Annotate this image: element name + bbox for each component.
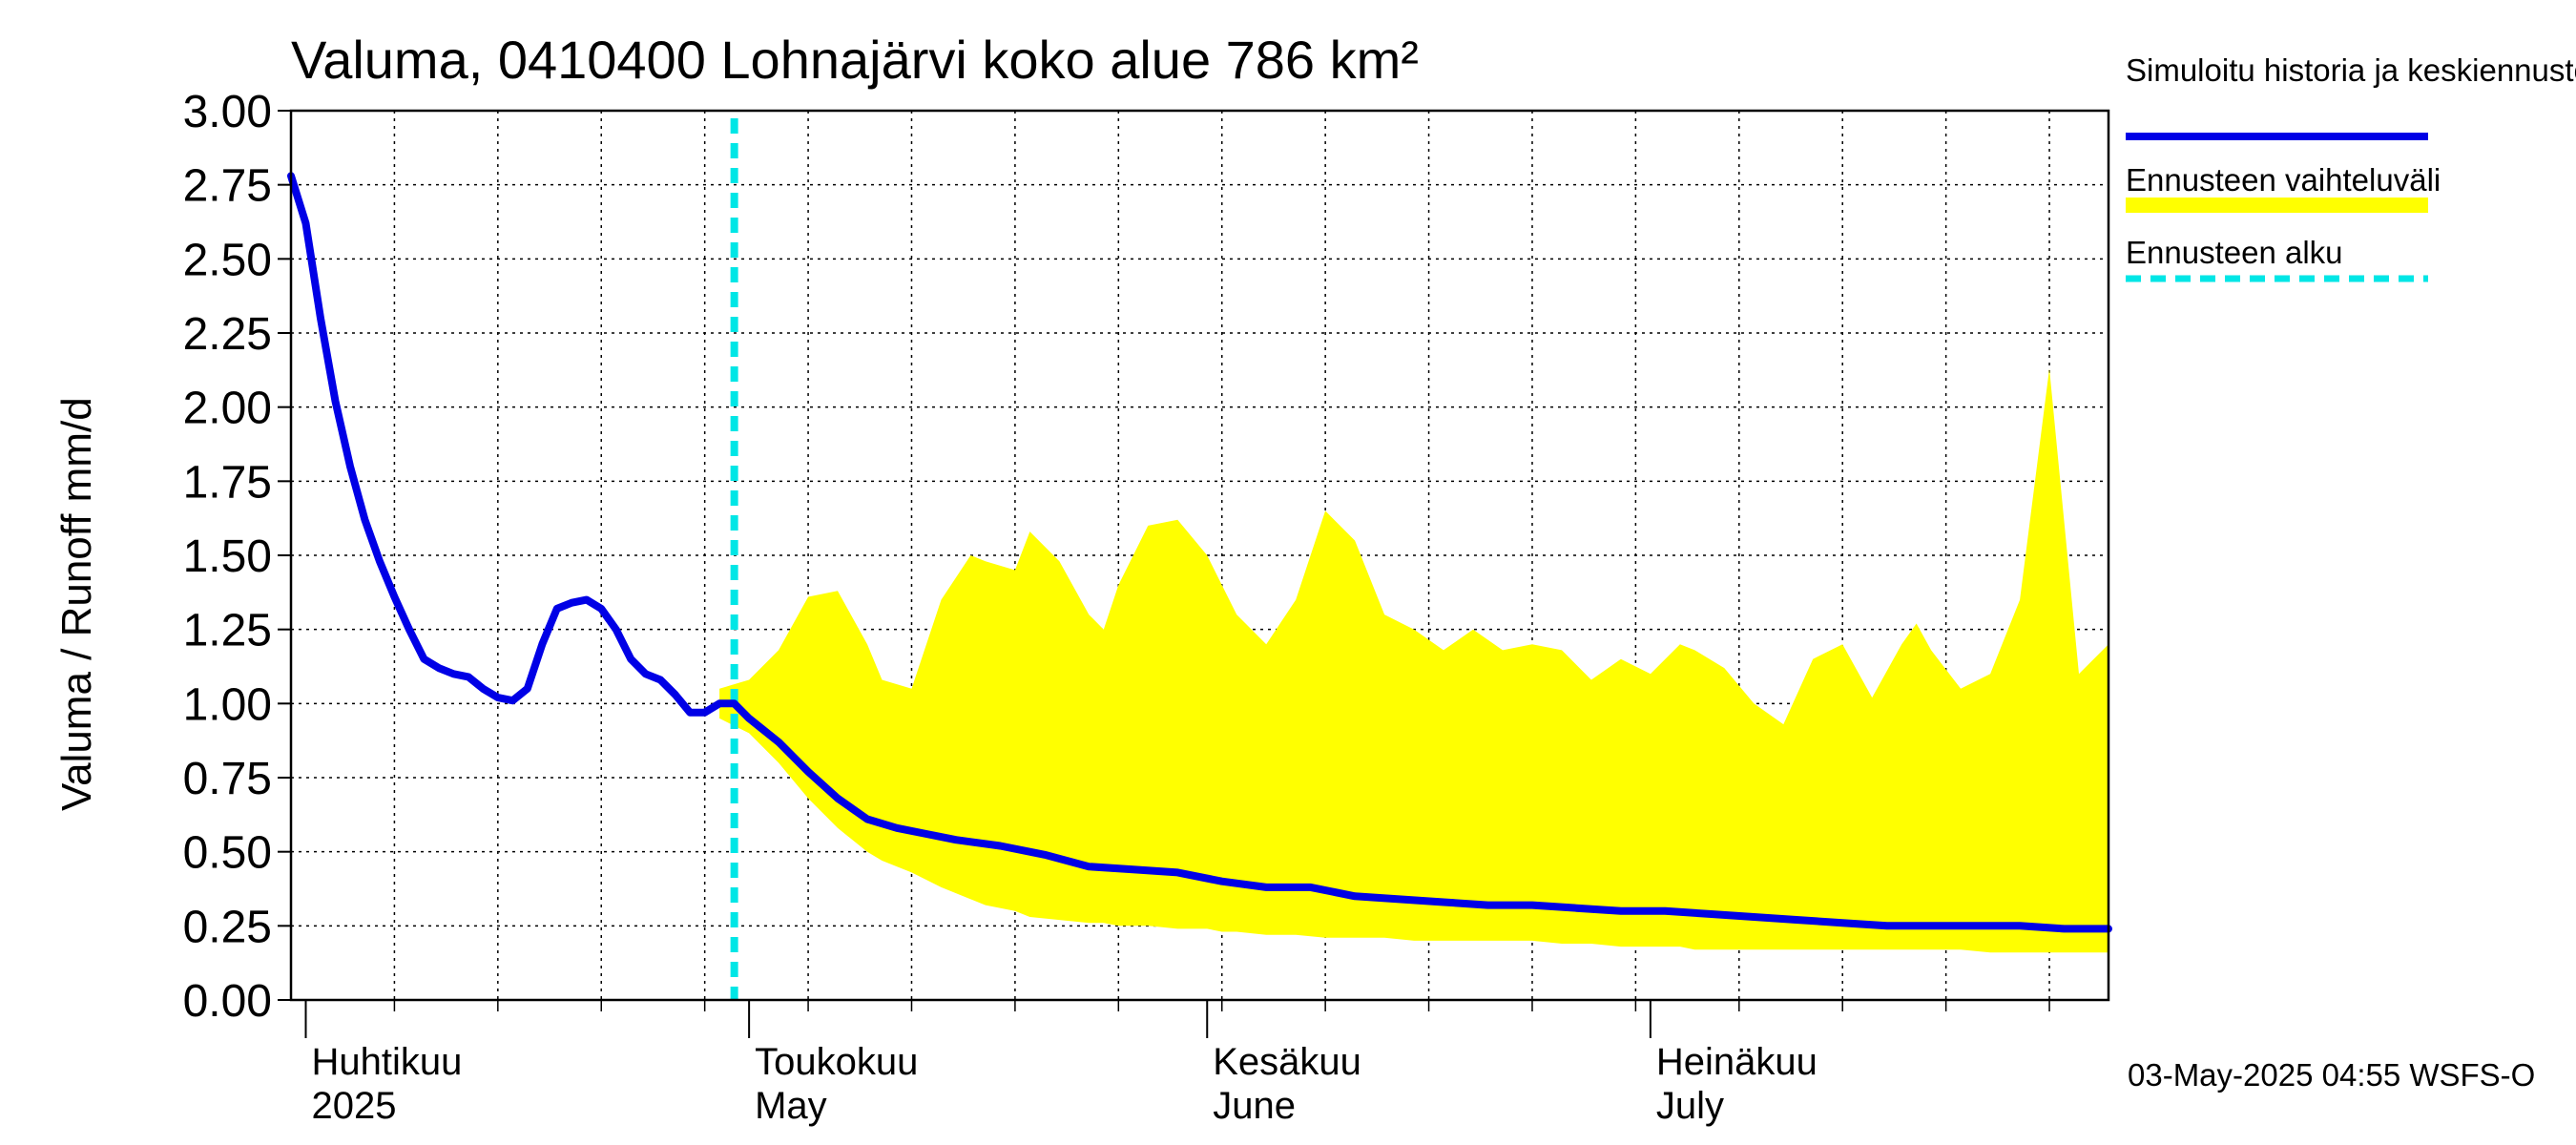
month-label-en: July [1655,1085,1725,1127]
plot-frame [289,109,2110,1002]
month-label-fi: Huhtikuu [311,1041,463,1083]
legend-label-simulated: Simuloitu historia ja keskiennuste [2126,52,2576,88]
month-label: Huhtikuu 2025 [311,1040,462,1128]
timestamp-label: 03-May-2025 04:55 WSFS-O [2128,1057,2536,1093]
y-tick-label: 2.25 [183,309,272,360]
month-label-en: May [755,1085,827,1127]
month-label: Kesäkuu June [1213,1040,1361,1128]
y-tick-label: 1.00 [183,679,272,730]
legend-label-forecast-start: Ennusteen alku [2126,235,2343,270]
legend-label-forecast-range: Ennusteen vaihteluväli [2126,162,2441,198]
axes-frame [278,109,2110,1038]
y-tick-label: 2.75 [183,161,272,212]
y-tick-label: 3.00 [183,87,272,137]
month-label-fi: Heinäkuu [1655,1041,1818,1083]
y-axis-label: Valuma / Runoff mm/d [53,397,100,811]
month-label: Toukokuu May [755,1040,918,1128]
y-tick-label: 2.00 [183,384,272,434]
month-label-fi: Kesäkuu [1213,1041,1361,1083]
month-label: Heinäkuu July [1656,1040,1818,1128]
y-tick-label: 0.00 [183,976,272,1027]
y-tick-label: 1.75 [183,457,272,508]
simulated-runoff-layer [287,118,2112,1000]
y-tick-label: 0.25 [183,902,272,952]
month-label-fi: Toukokuu [755,1041,919,1083]
y-tick-label: 0.75 [183,754,272,804]
y-tick-label: 1.25 [183,606,272,656]
month-label-en: June [1213,1085,1296,1127]
y-tick-label: 0.50 [183,828,272,879]
y-tick-label: 1.50 [183,531,272,582]
y-tick-labels: 0.00 0.25 0.50 0.75 1.00 1.25 1.50 1.75 2.00 2.25… [183,87,272,1027]
chart-title: Valuma, 0410400 Lohnajärvi koko alue 786… [291,30,1419,90]
simulated-runoff-line [287,172,2112,933]
forecast-range-band [719,368,2109,953]
y-tick-label: 2.50 [183,235,272,285]
forecast-range-band-layer [719,368,2109,953]
month-label-en: 2025 [311,1085,397,1127]
